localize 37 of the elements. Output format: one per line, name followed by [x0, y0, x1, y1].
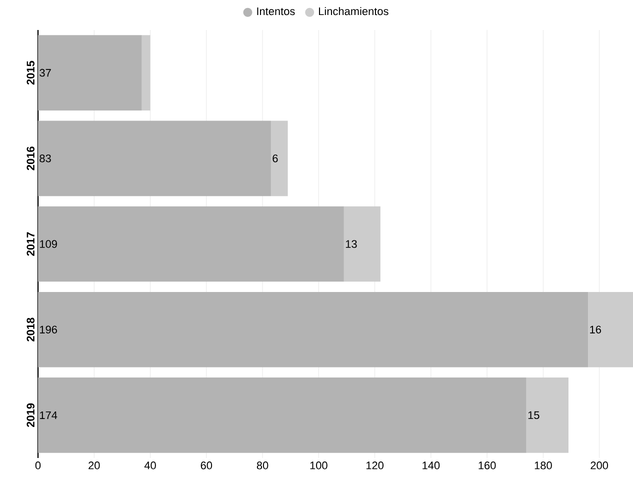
data-label: 109: [40, 240, 57, 248]
data-label: 16: [590, 326, 601, 334]
bar: [270, 120, 288, 196]
x-tick-label: 60: [200, 462, 212, 470]
bar: [142, 35, 150, 110]
x-tick-label: 40: [144, 462, 156, 470]
legend-label: Linchamientos: [319, 7, 388, 16]
bar: [38, 378, 526, 453]
x-tick-label: 20: [88, 462, 100, 470]
y-tick-label: 2017: [26, 232, 34, 256]
data-label: 83: [40, 154, 51, 162]
data-label: 37: [40, 68, 51, 77]
x-tick-label: 160: [478, 462, 496, 470]
data-label: 6: [272, 154, 278, 162]
data-label: 174: [40, 411, 58, 419]
bar: [344, 206, 380, 282]
y-tick-label: 2015: [26, 60, 34, 85]
y-tick-label: 2019: [26, 403, 34, 428]
y-tick-label: 2016: [26, 146, 34, 170]
data-label: 13: [346, 240, 357, 248]
x-tick-label: 0: [35, 462, 41, 470]
x-tick-label: 200: [590, 462, 608, 470]
x-tick-label: 140: [422, 462, 440, 470]
x-tick-label: 120: [366, 462, 384, 470]
bar: [38, 292, 588, 368]
x-tick-label: 100: [310, 462, 328, 470]
y-tick-label: 2018: [26, 318, 34, 342]
bar: [588, 292, 633, 368]
bar: [526, 378, 568, 453]
bar: [38, 206, 344, 282]
x-tick-label: 80: [256, 462, 268, 470]
data-label: 15: [528, 411, 540, 420]
bar: [38, 35, 142, 110]
bar: [38, 120, 271, 196]
x-tick-label: 180: [534, 462, 552, 470]
legend-label: Intentos: [257, 8, 295, 16]
data-label: 196: [40, 326, 57, 334]
